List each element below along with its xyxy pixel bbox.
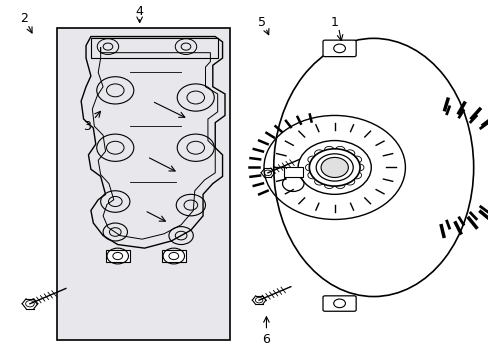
Circle shape (321, 157, 347, 177)
Circle shape (309, 149, 359, 186)
FancyBboxPatch shape (323, 40, 355, 57)
Bar (283, 167, 303, 177)
Text: 5: 5 (257, 16, 265, 29)
Text: 1: 1 (330, 16, 338, 29)
Text: 2: 2 (20, 12, 28, 25)
Bar (57, 28, 229, 339)
FancyBboxPatch shape (323, 296, 355, 311)
Circle shape (316, 154, 352, 181)
Text: 4: 4 (136, 5, 143, 18)
Text: 3: 3 (83, 120, 91, 133)
Bar (105, 249, 130, 262)
Bar (161, 249, 185, 262)
Bar (91, 39, 217, 58)
Text: 6: 6 (262, 333, 270, 346)
